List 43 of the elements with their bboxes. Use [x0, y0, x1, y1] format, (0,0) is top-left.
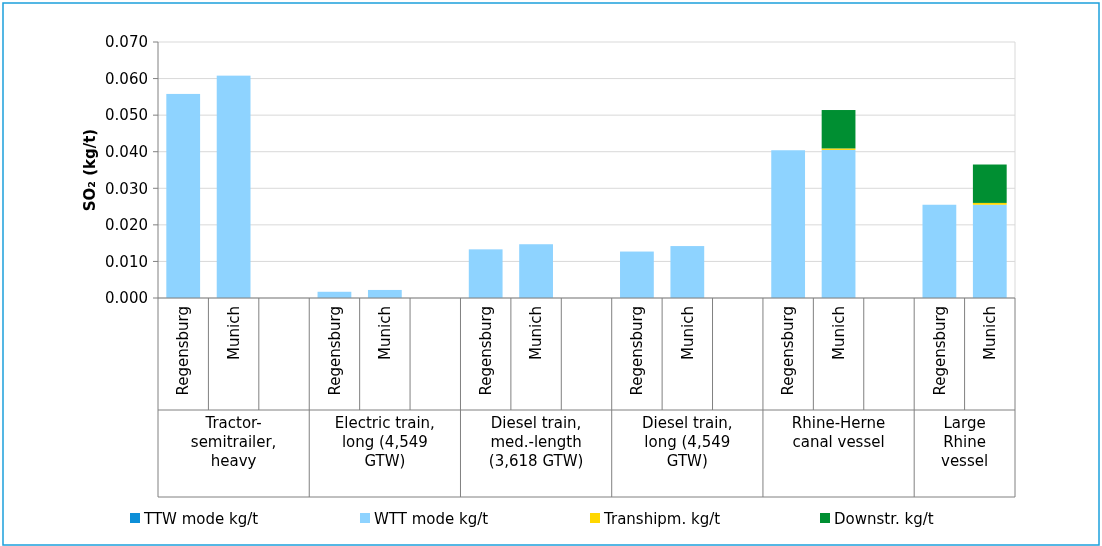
bar — [972, 164, 1007, 203]
y-tick-label: 0.040 — [105, 142, 148, 161]
text: Rhine-Herne canal vessel — [791, 414, 886, 451]
text: Diesel train, long (4,549 GTW) — [642, 414, 733, 470]
x-tick-label: Regensburg — [628, 306, 647, 396]
text: Diesel train, med.-length (3,618 GTW) — [488, 414, 584, 470]
bar — [620, 251, 654, 298]
x-tick-label: Regensburg — [779, 306, 798, 396]
y-tick-label: 0.000 — [105, 289, 148, 308]
y-tick-label: 0.060 — [105, 69, 148, 88]
x-tick-label: Regensburg — [930, 306, 949, 396]
x-tick-label: Regensburg — [325, 306, 344, 396]
y-axis-title: SO₂ (kg/t) — [81, 128, 99, 212]
legend-label: Downstr. kg/t — [834, 510, 934, 529]
y-tick-label: 0.020 — [105, 216, 148, 235]
bar — [922, 204, 957, 298]
bar — [468, 249, 503, 298]
y-tick-label: 0.050 — [105, 106, 148, 125]
y-tick-label: 0.070 — [105, 33, 148, 52]
text: Tractor-semitrailer, heavy — [190, 414, 277, 470]
bar — [519, 244, 553, 298]
x-tick-label: Munich — [829, 306, 848, 360]
legend-label: Transhipm. kg/t — [603, 510, 721, 529]
x-tick-label: Munich — [376, 306, 395, 360]
x-tick-label: Munich — [981, 306, 1000, 360]
x-tick-label: Regensburg — [174, 306, 193, 396]
legend-label: TTW mode kg/t — [143, 510, 259, 529]
y-tick-label: 0.030 — [105, 179, 148, 198]
bar — [771, 150, 806, 298]
bar — [821, 149, 856, 298]
x-tick-label: Munich — [678, 306, 697, 360]
x-tick-label: Munich — [527, 306, 546, 360]
text: Electric train, long (4,549 GTW) — [334, 414, 435, 470]
x-tick-label: Regensburg — [476, 306, 495, 396]
text: Large Rhine vessel — [941, 414, 989, 470]
bar — [972, 204, 1007, 298]
bar — [670, 246, 705, 298]
bar — [166, 93, 201, 298]
legend-label: WTT mode kg/t — [374, 510, 489, 529]
y-tick-label: 0.010 — [105, 252, 148, 271]
bar — [821, 110, 856, 149]
x-tick-label: Munich — [224, 306, 243, 360]
bar — [216, 75, 251, 298]
